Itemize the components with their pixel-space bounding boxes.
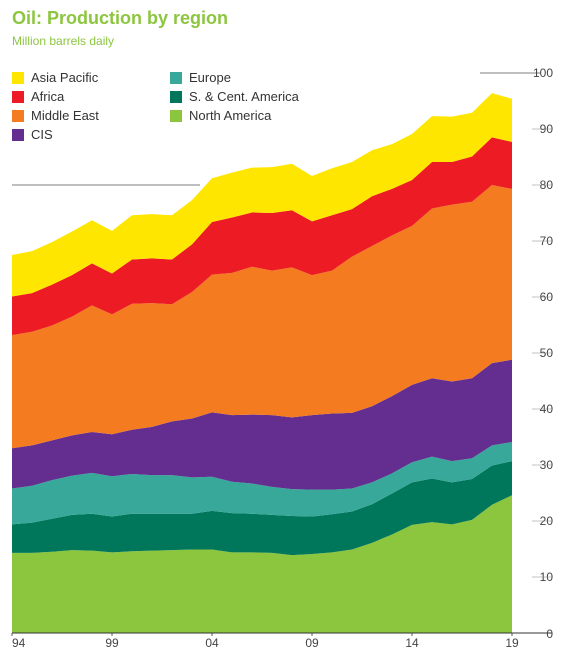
legend-swatch bbox=[12, 90, 24, 103]
legend-swatch bbox=[170, 90, 182, 103]
x-tick-label: 99 bbox=[105, 636, 119, 650]
chart-subtitle: Million barrels daily bbox=[12, 34, 115, 48]
legend-item-africa: Africa bbox=[12, 89, 64, 104]
legend-swatch bbox=[12, 128, 24, 141]
area-series-s-cent-america bbox=[12, 461, 512, 556]
area-series-middle-east bbox=[12, 185, 512, 449]
area-series-cis bbox=[12, 359, 512, 490]
y-tick-label: 100 bbox=[533, 66, 553, 80]
legend-swatch bbox=[170, 71, 182, 84]
legend-swatch bbox=[170, 109, 182, 122]
x-tick-label: 09 bbox=[305, 636, 319, 650]
x-tick-label: 19 bbox=[505, 636, 519, 650]
legend-label: Africa bbox=[31, 89, 65, 104]
legend-item-sc-america: S. & Cent. America bbox=[170, 89, 299, 104]
legend-item-europe: Europe bbox=[170, 70, 231, 85]
area-series-north-america bbox=[12, 495, 512, 633]
legend-label: Middle East bbox=[31, 108, 99, 123]
chart-title: Oil: Production by region bbox=[12, 8, 228, 28]
gridlines bbox=[12, 72, 540, 186]
legend-label: Europe bbox=[189, 70, 231, 85]
legend-label: S. & Cent. America bbox=[189, 89, 299, 104]
legend-item-middle-east: Middle East bbox=[12, 108, 99, 123]
x-tick-label: 04 bbox=[205, 636, 219, 650]
legend-swatch bbox=[12, 71, 24, 84]
x-tick-label: 14 bbox=[405, 636, 419, 650]
legend-label: Asia Pacific bbox=[31, 70, 99, 85]
y-tick-label: 0 bbox=[546, 627, 553, 641]
legend-item-north-america: North America bbox=[170, 108, 271, 123]
legend-item-cis: CIS bbox=[12, 127, 53, 142]
area-series-asia-pacific bbox=[12, 93, 512, 297]
legend-label: North America bbox=[189, 108, 272, 123]
area-series-europe bbox=[12, 442, 512, 525]
legend-label: CIS bbox=[31, 127, 53, 142]
area-series-africa bbox=[12, 137, 512, 336]
legend-item-asia-pacific: Asia Pacific bbox=[12, 70, 98, 85]
legend-swatch bbox=[12, 109, 24, 122]
x-tick-label: 94 bbox=[12, 636, 26, 650]
